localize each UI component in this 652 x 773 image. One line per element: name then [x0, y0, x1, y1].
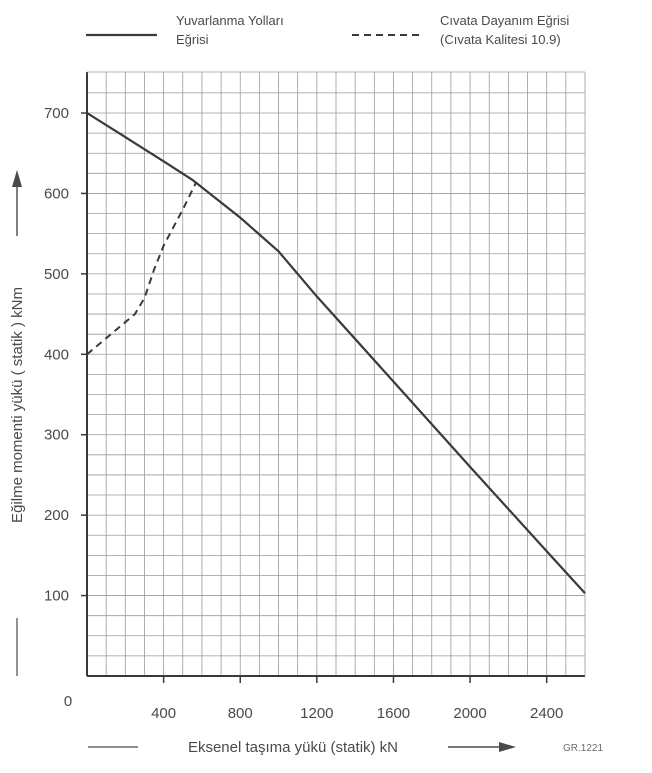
y-axis-arrow-icon — [12, 170, 22, 187]
x-tick-label: 800 — [228, 705, 253, 722]
origin-label: 0 — [64, 693, 72, 710]
x-axis-arrow-icon — [499, 742, 516, 752]
series-line-rolling-track — [86, 112, 586, 594]
x-tick-label: 400 — [151, 705, 176, 722]
grid — [87, 72, 585, 676]
x-axis-title: Eksenel taşıma yükü (statik) kN — [188, 739, 398, 756]
x-tick-label: 1200 — [300, 705, 333, 722]
y-tick-label: 700 — [44, 105, 69, 122]
y-tick-label: 100 — [44, 588, 69, 605]
plot-frame — [86, 71, 586, 677]
y-axis-title: Eğilme momenti yükü ( statik ) kNm — [9, 287, 26, 523]
y-tick-label: 300 — [44, 427, 69, 444]
y-axis-title-group: Eğilme momenti yükü ( statik ) kNm — [9, 170, 26, 676]
legend: Yuvarlanma Yolları Eğrisi Cıvata Dayanım… — [86, 13, 569, 47]
y-tick-label: 400 — [44, 346, 69, 363]
x-tick-label: 2000 — [453, 705, 486, 722]
x-axis-title-group: Eksenel taşıma yükü (statik) kN — [88, 739, 516, 756]
x-tick-labels: 400 800 1200 1600 2000 2400 — [151, 676, 563, 722]
series — [86, 112, 586, 594]
series-line-bolt-strength — [86, 181, 198, 356]
y-tick-label: 600 — [44, 185, 69, 202]
figure-code: GR.1221 — [563, 743, 603, 754]
legend-label-bolt-strength-line2: (Cıvata Kalitesi 10.9) — [440, 32, 561, 47]
legend-label-rolling-track-line1: Yuvarlanma Yolları — [176, 13, 284, 28]
legend-label-bolt-strength-line1: Cıvata Dayanım Eğrisi — [440, 13, 569, 28]
x-tick-label: 2400 — [530, 705, 563, 722]
y-tick-labels: 100 200 300 400 500 600 700 — [44, 105, 87, 605]
y-tick-label: 500 — [44, 266, 69, 283]
y-tick-label: 200 — [44, 507, 69, 524]
legend-label-rolling-track-line2: Eğrisi — [176, 32, 209, 47]
x-tick-label: 1600 — [377, 705, 410, 722]
